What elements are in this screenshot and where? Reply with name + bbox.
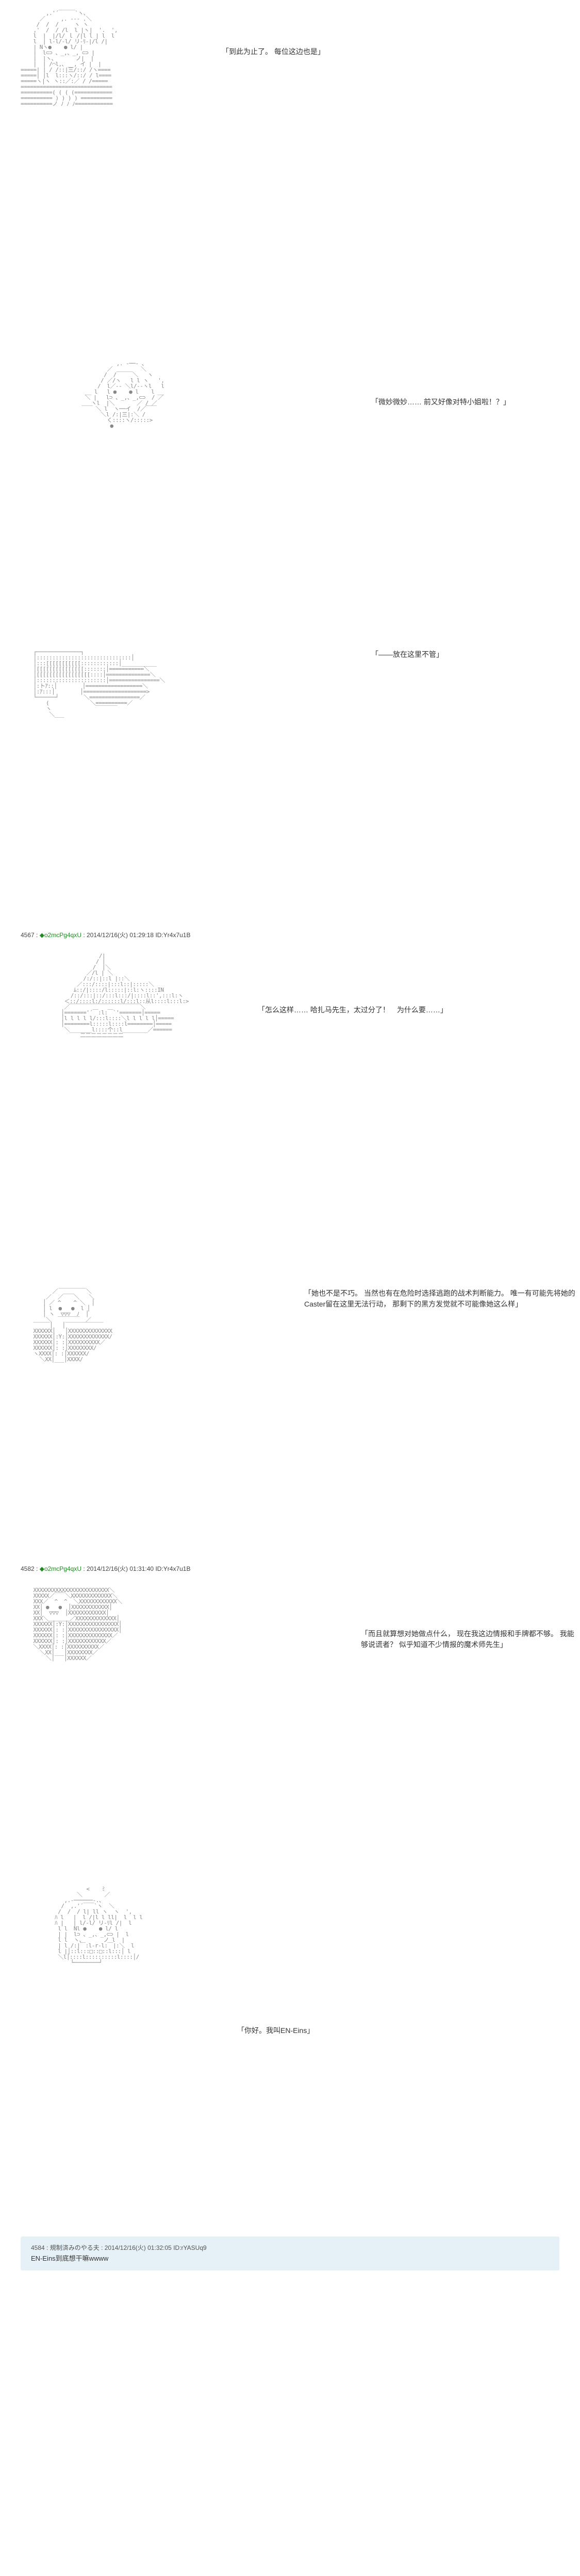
ascii-art-4: /| / | / |＼ ／/l | ＼ /:/::|::l |::＼ ／:::/… xyxy=(52,953,559,1044)
dialogue-7: 「你好。我叫EN-Eins」 xyxy=(237,2025,314,2036)
panel-4: /| / | / |＼ ／/l | ＼ /:/::|::l |::＼ ／:::/… xyxy=(0,943,580,1273)
panel-1: ,.'´￣￣￣`ヽ、 ／ ,. -‐- .＼ / / / ヽ ヽ ,' / / … xyxy=(0,0,580,350)
ascii-art-1: ,.'´￣￣￣`ヽ、 ／ ,. -‐- .＼ / / / ヽ ヽ ,' / / … xyxy=(21,10,559,112)
panel-2: ,. -──- 、 ／ ＼ / /￣￣￣＼ ヽ / ／/ヽ l l ヽ ', /… xyxy=(0,350,580,639)
ascii-art-7: < ﾐ ＼ ／ ,.-──────-.、 / ,.'´￣￣`ヽ ＼ / / / … xyxy=(52,1886,559,1971)
panel-5: ＿＿＿＿＿ ／ ＼ ／ ／￣￣＼ ＼ │ ／ ^ ^ ＼ │ │ l ● ● l… xyxy=(0,1273,580,1561)
comment-body: EN-Eins到底想干嘛wwww xyxy=(31,2255,549,2263)
post-num: 4567 xyxy=(21,931,35,939)
panel-6: XXXXXXXXXXXXXXXXXXXXXXXX＼ XXXXX／￣￣＼XXXXX… xyxy=(0,1577,580,1876)
comment-date: 2014/12/16(火) 01:32:05 xyxy=(105,2244,172,2251)
post-trip: ◆o2mcPg4qxU xyxy=(40,1565,81,1572)
dialogue-1: 「到此为止了。 每位这边也是」 xyxy=(222,46,325,57)
ascii-art-6: XXXXXXXXXXXXXXXXXXXXXXXX＼ XXXXX／￣￣＼XXXXX… xyxy=(21,1587,559,1667)
comment-block: 4584 : 規制済みのやる夫 : 2014/12/16(火) 01:32:05… xyxy=(21,2236,559,2270)
dialogue-3: 「——放在这里不管」 xyxy=(371,649,443,660)
post-trip: ◆o2mcPg4qxU xyxy=(40,931,81,939)
dialogue-4: 「怎么这样…… 哈扎马先生，太过分了！ 为什么要……」 xyxy=(258,1005,448,1015)
post-id: ID:Yr4x7u1B xyxy=(155,931,190,939)
post-date: 2014/12/16(火) 01:31:40 xyxy=(87,1565,154,1572)
post-meta-1: 4567 : ◆o2mcPg4qxU : 2014/12/16(火) 01:29… xyxy=(0,927,580,943)
comment-id: ID:rYASUq9 xyxy=(173,2244,206,2251)
comment-title: 規制済みのやる夫 xyxy=(50,2244,100,2251)
post-meta-2: 4582 : ◆o2mcPg4qxU : 2014/12/16(火) 01:31… xyxy=(0,1561,580,1577)
dialogue-2: 「微妙微妙…… 前又好像对特小姐啦！？」 xyxy=(371,397,510,408)
post-id: ID:Yr4x7u1B xyxy=(155,1565,190,1572)
comment-meta: 4584 : 規制済みのやる夫 : 2014/12/16(火) 01:32:05… xyxy=(31,2244,549,2251)
ascii-art-3: ┌──────────────┐ │::::::::::::::::::::::… xyxy=(21,649,559,723)
comment-num: 4584 xyxy=(31,2244,45,2251)
dialogue-6: 「而且就算想对她做点什么， 现在我这边情报和手牌都不够。 我能够说谎者？ 似乎知… xyxy=(361,1629,580,1650)
panel-3: ┌──────────────┐ │::::::::::::::::::::::… xyxy=(0,639,580,927)
post-num: 4582 xyxy=(21,1565,35,1572)
dialogue-5: 「她也不是不巧。 当然也有在危险时选择逃跑的战术判断能力。 唯一有可能先将她的C… xyxy=(304,1288,580,1310)
panel-7: < ﾐ ＼ ／ ,.-──────-.、 / ,.'´￣￣`ヽ ＼ / / / … xyxy=(0,1876,580,2226)
post-date: 2014/12/16(火) 01:29:18 xyxy=(87,931,154,939)
